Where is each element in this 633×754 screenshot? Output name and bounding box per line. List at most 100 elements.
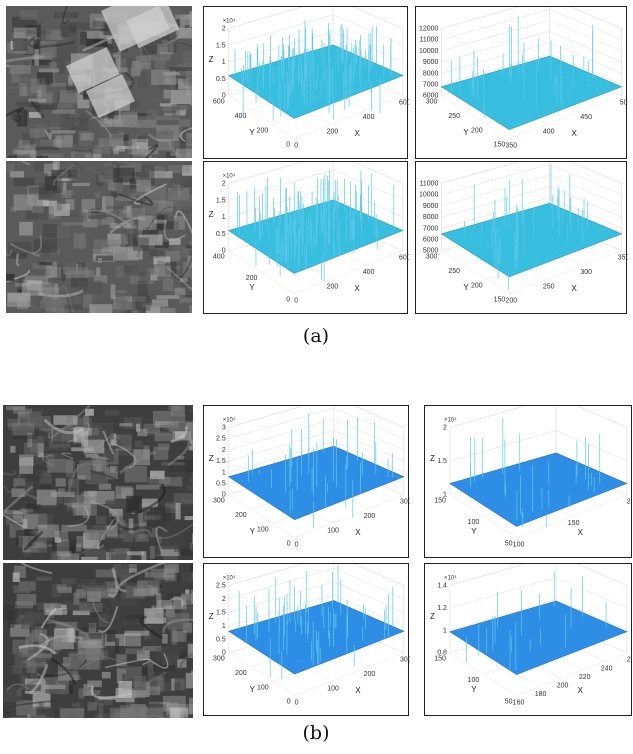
surface-plot-b-top-zoom: 1 1.5 2 100 150 2 50 100 150 X Y Z ×10⁴ [424,405,632,558]
surface-plot-b-bottom-zoom: 0.8 1 1.2 1.4 160 180 200 220 240 2 50 100 150 X Y Z ×10… [424,563,632,716]
z-tick-label: 1 [222,623,226,630]
z-tick-label: 1.5 [216,42,226,49]
x-tick-label: 400 [363,269,375,276]
z-tick-label: 0.5 [216,76,226,83]
satellite-image-b-top [3,405,193,560]
x-tick-label: 200 [364,513,376,520]
y-tick-label: 300 [213,498,225,505]
surface-plot-a-bottom-full: 0 0.5 1 1.5 2 0 200 400 600 0 200 400 X Y Z ×10⁴ [203,161,409,314]
y-tick-label: 400 [213,254,225,261]
x-tick-label: 50 [620,100,628,107]
y-tick-label: 150 [434,498,446,505]
x-tick-label: 0 [294,143,298,150]
x-tick-label: 180 [535,691,547,698]
x-tick-label: 400 [363,114,375,121]
x-tick-label: 0 [295,700,299,707]
y-axis-label: Y [471,527,477,536]
z-tick-label: 1 [222,469,226,476]
satellite-image-a-bottom [6,161,192,313]
z-axis-label: Z [209,454,214,463]
z-tick-label: 1.5 [216,458,226,465]
x-tick-label: 300 [580,269,592,276]
x-axis-label: X [355,129,361,138]
z-axis-label: Z [430,454,435,463]
surface-plot-b-bottom-full: 0 0.5 1 1.5 2 2.5 0 100 200 300 0 100 200 300 X Y Z ×10⁴ [203,563,410,716]
x-tick-label: 600 [399,100,409,107]
y-axis-label: Y [250,685,256,694]
z-tick-label: 7000 [423,82,439,89]
z-tick-label: 0.5 [216,636,226,643]
y-tick-label: 0 [287,699,291,706]
x-tick-label: 350 [505,143,517,150]
z-axis-label: Z [209,55,214,64]
x-tick-label: 300 [400,499,410,506]
y-tick-label: 300 [213,656,225,663]
satellite-image-a-top [6,6,192,158]
z-tick-label: 1 [222,214,226,221]
x-tick-label: 200 [557,682,569,689]
x-axis-label: X [355,686,361,695]
x-tick-label: 240 [601,665,613,672]
z-tick-label: 1.5 [216,609,226,616]
z-tick-label: 0.5 [216,231,226,238]
y-tick-label: 200 [246,275,258,282]
x-axis-label: X [571,284,577,293]
z-tick-label: 10000 [419,192,439,199]
x-tick-label: 0 [294,298,298,305]
caption-a: (a) [302,325,330,347]
x-tick-label: 350 [618,255,628,262]
z-axis-label: Z [430,612,435,621]
x-tick-label: 600 [399,255,409,262]
x-tick-label: 200 [327,283,339,290]
x-axis-label: X [355,284,361,293]
x-tick-label: 220 [579,674,591,681]
y-axis-label: Y [249,128,255,137]
y-tick-label: 50 [505,541,513,548]
surface [440,202,623,278]
z-tick-label: 0 [222,93,226,100]
z-multiplier-label: ×10⁴ [223,17,236,24]
z-tick-label: 9000 [423,59,439,66]
z-multiplier-label: ×10⁴ [223,574,236,581]
x-tick-label: 200 [364,671,376,678]
y-tick-label: 0 [286,297,290,304]
y-tick-label: 0 [286,142,290,149]
z-axis-label: Z [209,210,214,219]
x-axis-label: X [571,129,577,138]
z-multiplier-label: ×10⁴ [444,416,457,423]
x-axis-label: X [578,686,584,695]
x-axis-label: X [578,528,584,537]
z-tick-label: 8000 [423,70,439,77]
z-tick-label: 6000 [423,237,439,244]
x-tick-label: 0 [295,542,299,549]
z-tick-label: 2.5 [216,436,226,443]
surface-plot-a-bottom-zoom: 5000 6000 7000 8000 9000 10000 11000 200 250 300 3… [415,161,628,314]
y-axis-label: Y [249,283,255,292]
z-tick-label: 0 [222,650,226,657]
y-tick-label: 50 [505,699,513,706]
surface [227,44,404,119]
y-tick-label: 100 [468,677,480,684]
surface [449,600,628,675]
z-axis-label: Z [209,612,214,621]
surface-plot-b-top-full: 0 0.5 1 1.5 2 2.5 3 0 100 200 300 0 100 200 300 X Y Z ×10⁴ [203,405,410,558]
z-tick-label: 0 [222,248,226,255]
y-tick-label: 600 [213,99,225,106]
z-tick-label: 5000 [423,248,439,255]
z-tick-label: 12000 [419,25,439,32]
z-tick-label: 11000 [419,37,438,44]
z-tick-label: 2 [443,424,447,431]
z-multiplier-label: ×10⁴ [223,172,236,179]
y-tick-label: 100 [257,526,269,533]
x-tick-label: 2 [627,499,631,506]
y-tick-label: 250 [448,268,460,275]
z-tick-label: 1.2 [437,605,447,612]
y-tick-label: 150 [434,656,446,663]
surface [440,55,623,130]
z-tick-label: 1.5 [216,197,226,204]
y-axis-label: Y [471,685,477,694]
z-tick-label: 1.4 [437,582,447,589]
x-tick-label: 150 [568,520,580,527]
y-tick-label: 400 [235,113,247,120]
x-tick-label: 160 [513,700,525,707]
